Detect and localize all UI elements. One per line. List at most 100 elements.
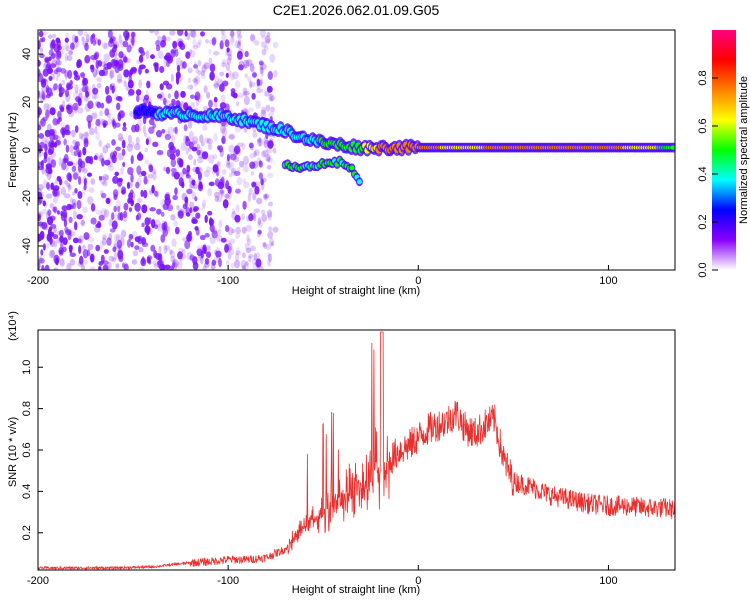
noise-blob [80, 133, 86, 141]
noise-blob [84, 95, 88, 102]
noise-blob [268, 253, 273, 262]
noise-blob [78, 176, 82, 185]
noise-blob [191, 146, 198, 152]
noise-blob [200, 31, 205, 37]
noise-blob [252, 71, 257, 79]
noise-blob [38, 184, 44, 191]
noise-blob [213, 51, 220, 56]
noise-blob [188, 154, 193, 161]
noise-blob [95, 59, 100, 69]
x-tick-label: -100 [217, 275, 239, 287]
noise-blob [221, 169, 227, 175]
noise-blob [49, 239, 56, 248]
noise-blob [41, 266, 46, 270]
noise-blob [236, 50, 243, 60]
noise-blob [171, 238, 177, 248]
noise-blob [38, 213, 42, 219]
noise-blob [192, 38, 197, 48]
snr-x-ticks: -200 -100 0 100 [27, 565, 618, 587]
noise-blob [201, 151, 209, 160]
noise-blob [214, 249, 218, 256]
noise-blob [111, 85, 115, 94]
noise-blob [222, 59, 227, 65]
noise-blob [106, 261, 112, 270]
noise-blob [213, 101, 218, 108]
noise-blob [74, 125, 79, 133]
noise-blob [136, 165, 142, 175]
noise-blob [55, 37, 61, 44]
noise-blob [227, 185, 232, 194]
noise-blob [66, 55, 73, 61]
noise-blob [111, 59, 118, 69]
noise-blob [118, 184, 122, 194]
y-tick-label: 20 [21, 96, 33, 108]
noise-blob [50, 249, 55, 258]
noise-blob [265, 38, 271, 44]
noise-blob [48, 76, 53, 81]
noise-blob [167, 93, 171, 99]
noise-blob [152, 141, 159, 147]
noise-blob [185, 135, 189, 142]
noise-blob [38, 40, 41, 50]
noise-blob [62, 157, 69, 164]
noise-blob [122, 40, 129, 48]
noise-blob [42, 200, 46, 207]
noise-blob [136, 94, 140, 103]
noise-blob [241, 252, 246, 259]
noise-blob [197, 156, 204, 164]
noise-blob [92, 87, 99, 95]
noise-blob [246, 234, 250, 243]
noise-blob [152, 171, 157, 181]
noise-blob [170, 214, 176, 221]
noise-blob [219, 71, 225, 77]
noise-blob [185, 169, 190, 177]
noise-blob [82, 187, 86, 195]
noise-blob [227, 53, 233, 61]
noise-blob [266, 153, 271, 163]
noise-blob [215, 250, 222, 258]
noise-blob [146, 226, 150, 236]
colorbar-tick-label: 0.4 [697, 166, 709, 181]
noise-blob [123, 80, 127, 87]
noise-blob [235, 226, 241, 234]
y-tick-label: 0.4 [21, 484, 33, 499]
noise-blob [251, 92, 256, 100]
noise-blob [184, 30, 188, 37]
noise-blob [89, 252, 95, 262]
noise-blob [225, 193, 232, 200]
noise-blob [207, 188, 212, 197]
noise-blob [229, 36, 235, 43]
noise-blob [248, 213, 254, 222]
noise-blob [117, 152, 124, 161]
noise-blob [81, 79, 87, 88]
y-tick-label: -40 [21, 238, 33, 254]
noise-blob [137, 235, 143, 245]
noise-blob [196, 149, 201, 156]
noise-blob [155, 40, 161, 47]
noise-blob [116, 73, 123, 83]
noise-blob [82, 206, 88, 214]
noise-blob [81, 86, 88, 93]
noise-blob [149, 190, 153, 196]
noise-blob [111, 257, 116, 263]
noise-blob [148, 118, 155, 126]
noise-blob [56, 59, 61, 65]
noise-blob [104, 174, 110, 181]
colorbar-tick-label: 0.0 [697, 262, 709, 277]
noise-blob [121, 148, 126, 156]
noise-blob [53, 254, 60, 264]
noise-blob [69, 252, 77, 258]
noise-blob [256, 78, 261, 87]
noise-blob [210, 262, 216, 270]
noise-blob [267, 140, 274, 149]
noise-blob [270, 241, 274, 246]
noise-blob [43, 202, 48, 208]
noise-blob [76, 214, 83, 220]
snr-y-ticks: 0.2 0.4 0.6 0.8 1.0 [21, 360, 43, 540]
noise-blob [135, 214, 139, 221]
noise-blob [228, 134, 235, 140]
noise-blob [147, 174, 154, 179]
noise-blob [261, 214, 267, 223]
noise-blob [74, 221, 78, 231]
noise-blob [53, 206, 58, 214]
